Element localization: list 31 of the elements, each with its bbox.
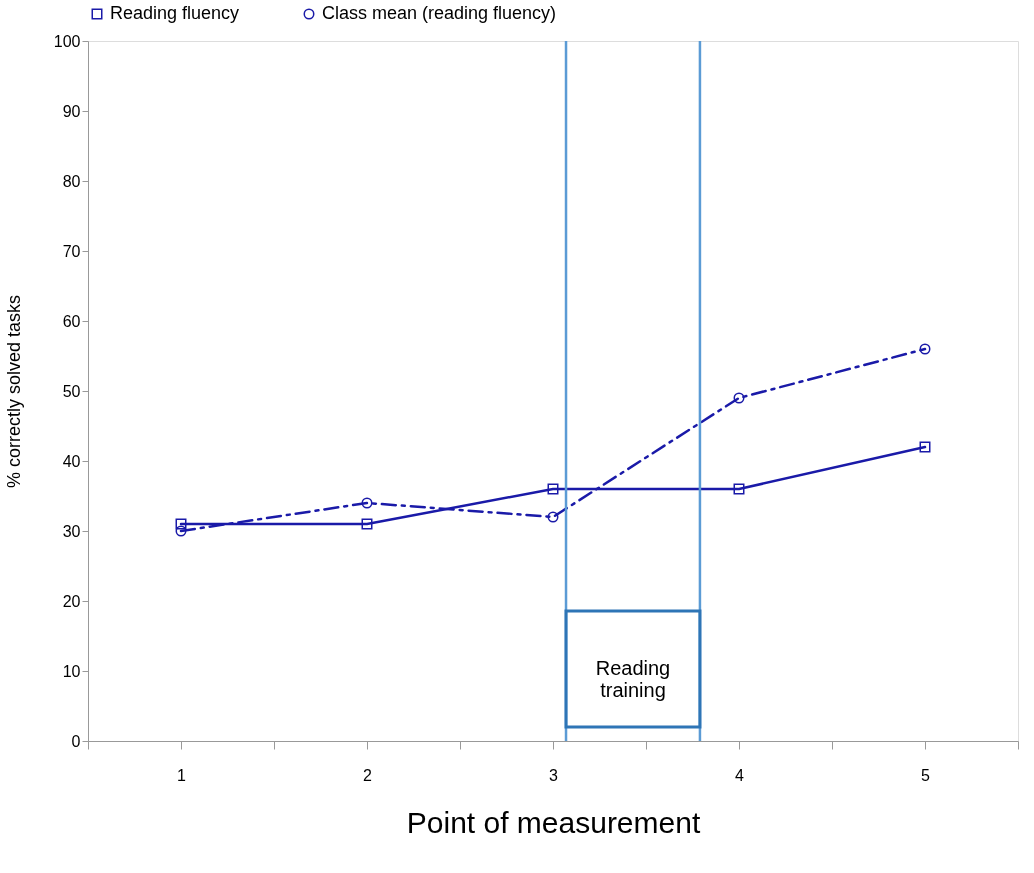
point xyxy=(361,518,373,530)
point xyxy=(175,518,187,530)
annotation: Reading training xyxy=(595,657,671,701)
x-tick-label: 1 xyxy=(177,766,187,784)
y-tick-label: 90 xyxy=(62,102,81,120)
y-axis-title: % correctly solved tasks xyxy=(3,294,24,489)
point xyxy=(919,441,931,453)
legend-label: Reading fluency xyxy=(110,3,240,23)
x-tick-label: 5 xyxy=(921,766,931,784)
point xyxy=(733,392,745,404)
point xyxy=(547,483,559,495)
point xyxy=(175,525,187,537)
y-tick-label: 70 xyxy=(62,242,81,260)
y-tick-label: 30 xyxy=(62,522,81,540)
x-tick-label: 2 xyxy=(363,766,373,784)
y-tick-label: 0 xyxy=(71,732,81,750)
y-tick-label: 50 xyxy=(62,382,81,400)
x-tick-label: 3 xyxy=(549,766,559,784)
legend-label: Class mean (reading fluency) xyxy=(322,3,557,23)
y-tick-label: 40 xyxy=(62,452,81,470)
y-tick-label: 100 xyxy=(53,32,81,50)
x-axis-title: Point of measurement xyxy=(406,805,701,839)
x-tick-label: 4 xyxy=(735,766,745,784)
point xyxy=(919,343,931,355)
point xyxy=(547,511,559,523)
point xyxy=(361,497,373,509)
y-tick-label: 80 xyxy=(62,172,81,190)
point xyxy=(733,483,745,495)
y-tick-label: 60 xyxy=(62,312,81,330)
y-tick-label: 10 xyxy=(62,662,81,680)
y-tick-label: 20 xyxy=(62,592,81,610)
